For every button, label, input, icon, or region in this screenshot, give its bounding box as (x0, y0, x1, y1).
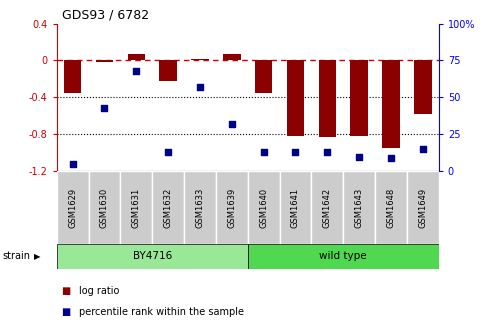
Bar (382, 60, 400, 148)
Text: GSM1629: GSM1629 (68, 187, 77, 227)
Text: GSM1633: GSM1633 (195, 187, 205, 228)
Text: wild type: wild type (319, 251, 367, 261)
Point (164, 150, 172, 155)
Point (323, 150, 331, 155)
Bar (223, 54, 241, 60)
Bar (159, 60, 177, 81)
Text: ■: ■ (62, 307, 71, 318)
Text: GSM1639: GSM1639 (227, 187, 236, 227)
Point (132, 68, 140, 74)
Bar (280, 171, 312, 244)
Text: percentile rank within the sample: percentile rank within the sample (79, 307, 244, 318)
Text: GSM1649: GSM1649 (419, 187, 427, 227)
Point (419, 146, 427, 152)
Bar (152, 171, 184, 244)
Point (387, 155, 395, 161)
Point (260, 150, 268, 155)
Bar (247, 171, 280, 244)
Text: GSM1643: GSM1643 (354, 187, 364, 227)
Point (355, 154, 363, 159)
Bar (57, 171, 89, 244)
Bar (89, 171, 120, 244)
Bar (57, 244, 247, 269)
Text: strain: strain (2, 251, 31, 261)
Bar (343, 171, 375, 244)
Text: GSM1640: GSM1640 (259, 187, 268, 227)
Text: GSM1630: GSM1630 (100, 187, 109, 227)
Point (101, 105, 108, 111)
Text: GSM1641: GSM1641 (291, 187, 300, 227)
Point (291, 150, 299, 155)
Bar (191, 59, 209, 60)
Bar (128, 54, 145, 60)
Text: GSM1648: GSM1648 (387, 187, 395, 227)
Point (69, 161, 76, 167)
Point (228, 121, 236, 127)
Bar (255, 60, 273, 93)
Text: GSM1642: GSM1642 (323, 187, 332, 227)
Text: log ratio: log ratio (79, 286, 119, 296)
Text: GDS93 / 6782: GDS93 / 6782 (62, 8, 149, 22)
Bar (312, 171, 343, 244)
Bar (184, 171, 216, 244)
Text: GSM1632: GSM1632 (164, 187, 173, 227)
Bar (351, 60, 368, 136)
Text: ■: ■ (62, 286, 71, 296)
Text: GSM1631: GSM1631 (132, 187, 141, 227)
Bar (247, 244, 439, 269)
Bar (64, 60, 81, 93)
Bar (287, 60, 304, 136)
Bar (318, 60, 336, 137)
Bar (375, 171, 407, 244)
Bar (407, 171, 439, 244)
Bar (216, 171, 247, 244)
Point (196, 84, 204, 90)
Text: ▶: ▶ (34, 252, 40, 261)
Bar (96, 60, 113, 62)
Bar (414, 60, 431, 114)
Text: BY4716: BY4716 (133, 251, 172, 261)
Bar (120, 171, 152, 244)
